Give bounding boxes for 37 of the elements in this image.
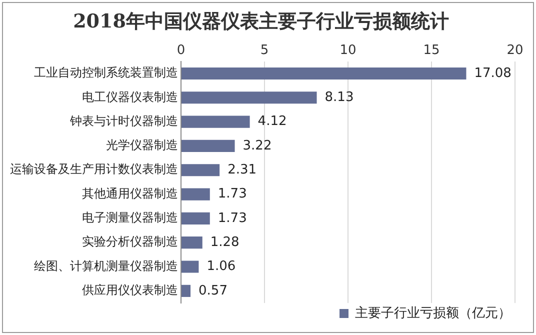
- data-label: 17.08: [474, 66, 512, 81]
- bar: [182, 284, 191, 297]
- legend-label: 主要子行业亏损额（亿元）: [355, 304, 511, 321]
- y-tick-label: 电子测量仪器制造: [82, 210, 178, 225]
- data-label: 8.13: [324, 90, 354, 106]
- x-tick-label: 0: [176, 42, 186, 58]
- y-tick-label: 其他通用仪器制造: [82, 186, 178, 200]
- x-tick-label: 15: [423, 42, 440, 58]
- data-label: 2.31: [228, 162, 257, 178]
- bar: [182, 140, 235, 152]
- data-label: 4.12: [258, 114, 287, 130]
- bar: [182, 260, 199, 273]
- bar: [182, 212, 210, 224]
- data-label: 0.57: [198, 283, 228, 298]
- x-tick-label: 10: [340, 42, 356, 58]
- bar: [182, 116, 250, 128]
- data-label: 1.73: [218, 186, 247, 202]
- y-tick-label: 钟表与计时仪器制造: [69, 114, 178, 128]
- data-label: 1.28: [210, 234, 240, 250]
- bar: [182, 188, 210, 200]
- bar: [182, 67, 466, 80]
- y-tick-label: 运输设备及生产用计数仪表制造: [10, 162, 178, 176]
- y-tick-label: 电工仪器仪表制造: [82, 90, 178, 104]
- y-tick-label: 供应用仪仪表制造: [82, 283, 178, 298]
- y-tick-label: 光学仪器制造: [106, 138, 178, 152]
- data-label: 3.22: [242, 138, 272, 154]
- y-tick-label: 工业自动控制系统装置制造: [34, 66, 178, 80]
- y-tick-label: 绘图、计算机测量仪器制造: [34, 258, 178, 273]
- bar: [182, 164, 220, 176]
- bar: [182, 236, 202, 249]
- data-label: 1.73: [218, 210, 247, 226]
- x-tick-label: 5: [260, 42, 269, 58]
- chart-title: 2018年中国仪器仪表主要子行业亏损额统计: [73, 10, 449, 32]
- data-label: 1.06: [206, 259, 236, 274]
- bar: [182, 92, 317, 104]
- y-tick-label: 实验分析仪器制造: [82, 234, 178, 249]
- x-tick-label: 20: [506, 42, 524, 58]
